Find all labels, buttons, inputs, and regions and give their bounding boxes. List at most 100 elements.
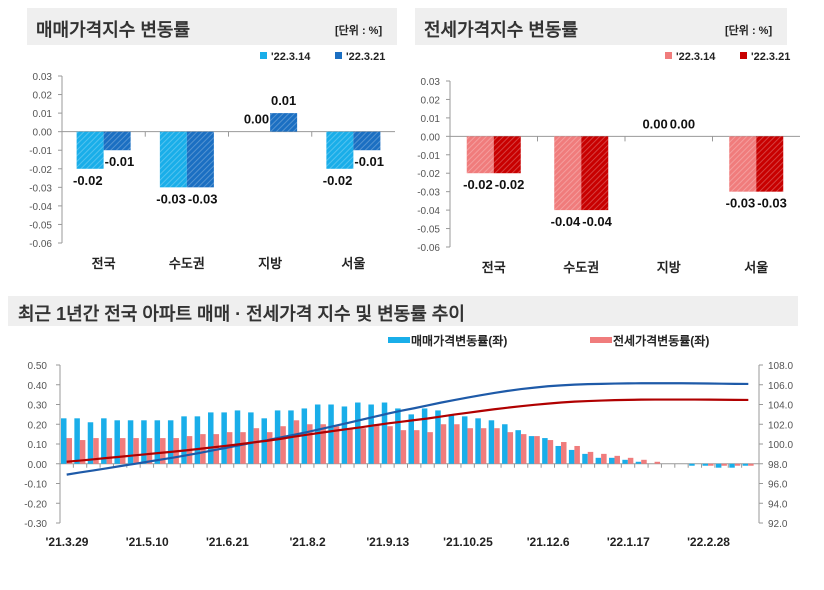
sale-rate-bar xyxy=(729,463,735,468)
y-tick-label: 0.01 xyxy=(421,114,441,125)
sale-rate-bar xyxy=(381,402,388,464)
legend-swatch xyxy=(740,52,747,59)
jeonse-rate-bar xyxy=(79,440,86,464)
sale-chart-title-bar xyxy=(27,8,397,45)
sale-rate-bar xyxy=(234,410,241,464)
legend-label: '22.3.21 xyxy=(751,51,790,63)
jeonse-rate-bar xyxy=(721,463,727,466)
sale-rate-bar xyxy=(635,461,642,464)
left-tick-label: 0.20 xyxy=(28,420,48,431)
jeonse-rate-bar xyxy=(373,424,380,464)
legend-swatch xyxy=(665,52,672,59)
sale-rate-bar xyxy=(408,414,414,464)
right-tick-label: 96.0 xyxy=(768,480,788,491)
sale-rate-bar xyxy=(154,420,161,464)
legend-label: 매매가격변동률(좌) xyxy=(411,333,507,348)
right-tick-label: 98.0 xyxy=(768,460,788,471)
bar-hatch xyxy=(554,136,582,211)
right-tick-label: 108.0 xyxy=(768,361,793,372)
sale-rate-bar xyxy=(528,436,535,464)
y-tick-label: 0.02 xyxy=(421,95,441,106)
category-label: 지방 xyxy=(258,256,282,271)
jeonse-rate-bar xyxy=(614,455,620,464)
sale-rate-bar xyxy=(328,404,334,464)
x-tick-label: '21.12.6 xyxy=(527,535,570,549)
jeonse-chart-unit: [단위 : %] xyxy=(725,25,773,37)
x-tick-label: '21.8.2 xyxy=(289,535,326,549)
bar-hatch xyxy=(729,136,757,192)
jeonse-rate-bar xyxy=(320,424,326,464)
jeonse-rate-bar xyxy=(587,451,594,464)
bar-hatch xyxy=(270,113,298,132)
sale-rate-bar xyxy=(488,420,495,464)
legend-swatch xyxy=(388,337,410,343)
x-tick-label: '21.9.13 xyxy=(366,535,409,549)
sale-rate-bar xyxy=(141,420,147,464)
jeonse-rate-bar xyxy=(333,426,340,464)
jeonse-rate-bar xyxy=(387,426,393,464)
bar-hatch xyxy=(159,131,187,188)
x-tick-label: '22.1.17 xyxy=(607,535,650,549)
bar-hatch xyxy=(186,131,214,188)
y-tick-label: 0.00 xyxy=(421,132,441,143)
trend-chart-title: 최근 1년간 전국 아파트 매매 · 전세가격 지수 및 변동률 추이 xyxy=(18,304,465,324)
jeonse-rate-bar xyxy=(307,424,313,464)
y-tick-label: 0.01 xyxy=(33,109,53,120)
jeonse-rate-bar xyxy=(547,440,554,464)
sale-rate-bar xyxy=(355,402,361,464)
data-label: 0.00 xyxy=(244,112,269,127)
left-tick-label: 0.40 xyxy=(28,381,48,392)
jeonse-rate-bar xyxy=(734,463,741,466)
data-label: 0.00 xyxy=(642,116,667,131)
data-label: -0.02 xyxy=(495,177,525,192)
sale-rate-bar xyxy=(715,463,722,468)
jeonse-rate-bar xyxy=(627,457,634,464)
sale-rate-bar xyxy=(167,420,174,464)
y-tick-label: -0.03 xyxy=(29,183,52,194)
y-tick-label: -0.03 xyxy=(417,188,440,199)
jeonse-rate-bar xyxy=(133,438,139,464)
sale-rate-bar xyxy=(742,463,749,466)
sale-rate-bar xyxy=(61,418,67,464)
jeonse-chart-title: 전세가격지수 변동률 xyxy=(424,20,579,40)
jeonse-rate-bar xyxy=(708,463,714,466)
left-tick-label: 0.50 xyxy=(28,361,48,372)
x-tick-label: '21.6.21 xyxy=(206,535,249,549)
data-label: -0.03 xyxy=(757,196,787,211)
data-label: -0.01 xyxy=(354,154,384,169)
jeonse-rate-bar xyxy=(266,432,273,464)
jeonse-chart-title-bar xyxy=(415,8,787,45)
jeonse-rate-bar xyxy=(253,428,260,464)
jeonse-rate-bar xyxy=(106,438,113,464)
legend-swatch xyxy=(335,52,342,59)
right-tick-label: 102.0 xyxy=(768,420,793,431)
jeonse-rate-bar xyxy=(360,428,367,464)
y-tick-label: -0.01 xyxy=(417,151,440,162)
sale-rate-bar xyxy=(395,408,401,464)
bar-hatch xyxy=(103,131,131,151)
jeonse-rate-bar xyxy=(414,430,420,464)
y-tick-label: -0.01 xyxy=(29,146,52,157)
left-tick-label: 0.00 xyxy=(28,460,48,471)
left-tick-label: 0.10 xyxy=(28,440,48,451)
jeonse-rate-bar xyxy=(641,459,647,464)
jeonse-rate-bar xyxy=(494,428,500,464)
category-label: 서울 xyxy=(341,256,365,271)
data-label: -0.03 xyxy=(156,191,186,206)
sale-rate-bar xyxy=(475,418,481,464)
jeonse-rate-bar xyxy=(93,438,99,464)
jeonse-rate-bar xyxy=(454,424,460,464)
jeonse-rate-bar xyxy=(293,420,300,464)
y-tick-label: -0.05 xyxy=(29,220,52,231)
jeonse-rate-bar xyxy=(66,438,72,464)
sale-chart-title: 매매가격지수 변동률 xyxy=(36,20,191,40)
left-tick-label: 0.30 xyxy=(28,401,48,412)
sale-rate-bar xyxy=(87,422,94,464)
category-label: 전국 xyxy=(92,256,116,271)
sale-rate-bar xyxy=(101,418,107,464)
legend-label: '22.3.21 xyxy=(346,51,385,63)
x-tick-label: '22.2.28 xyxy=(687,535,730,549)
sale-rate-bar xyxy=(181,416,187,464)
sale-rate-bar xyxy=(568,449,575,464)
bar-hatch xyxy=(581,136,609,211)
